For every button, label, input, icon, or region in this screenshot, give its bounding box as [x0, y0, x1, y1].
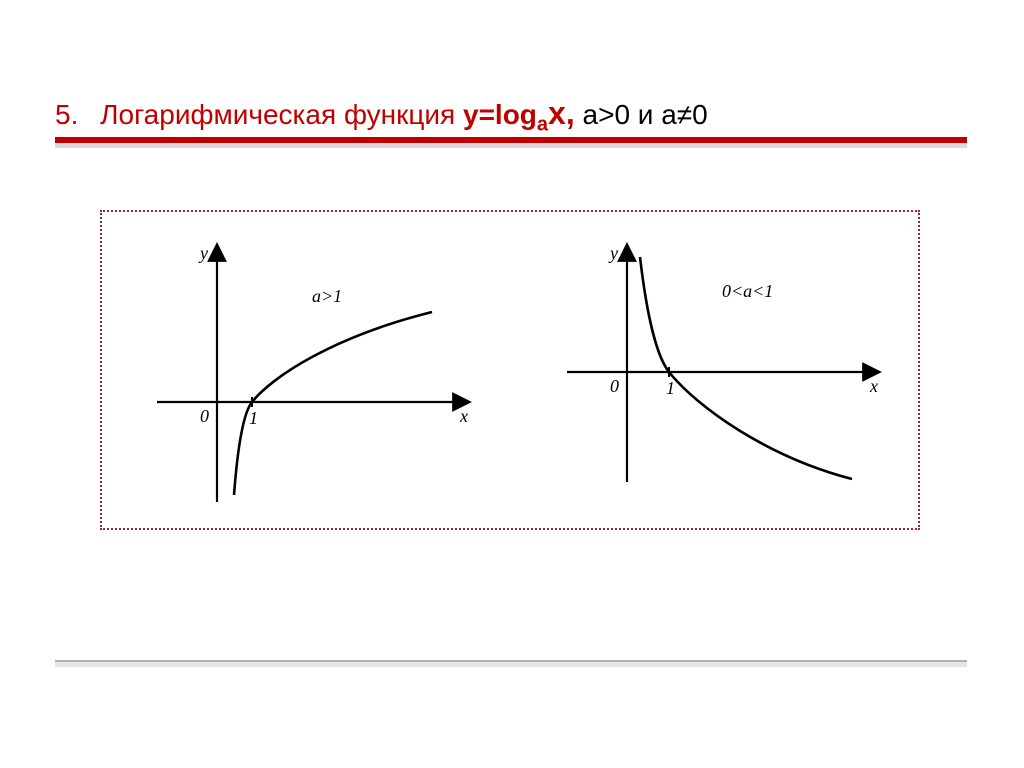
origin-label: 0 [200, 406, 209, 426]
log-curve [234, 312, 432, 495]
tick-label: 1 [666, 378, 675, 398]
title-underline [55, 137, 967, 149]
x-label: x [459, 406, 468, 426]
graph-svg-right: 0<a<1 y x 0 1 [532, 227, 902, 517]
cond-label: 0<a<1 [722, 281, 773, 301]
y-label: y [198, 243, 208, 263]
title-condition: a>0 и a≠0 [583, 99, 708, 130]
title-func-pre: у=log [463, 99, 537, 130]
slide: 5. Логарифмическая функция у=logax, a>0 … [0, 0, 1024, 768]
origin-label: 0 [610, 376, 619, 396]
graph-container: a>1 y x 0 1 0<a<1 y x [100, 210, 920, 530]
underline-shadow [55, 143, 967, 148]
title-func-suf: x, [548, 95, 575, 131]
cond-label: a>1 [312, 286, 342, 306]
tick-label: 1 [249, 408, 258, 428]
bottom-rule-shade [55, 662, 967, 667]
graph-panel-a-gt-1: a>1 y x 0 1 [122, 227, 492, 517]
graph-panel-a-lt-1: 0<a<1 y x 0 1 [532, 227, 902, 517]
title-text: Логарифмическая функция [100, 99, 463, 130]
title-number: 5. [55, 99, 78, 130]
title-func-sub: a [537, 114, 548, 136]
y-label: y [608, 243, 618, 263]
title-row: 5. Логарифмическая функция у=logax, a>0 … [55, 95, 708, 137]
graph-svg-left: a>1 y x 0 1 [122, 227, 492, 517]
bottom-rule [55, 660, 967, 670]
x-label: x [869, 376, 878, 396]
